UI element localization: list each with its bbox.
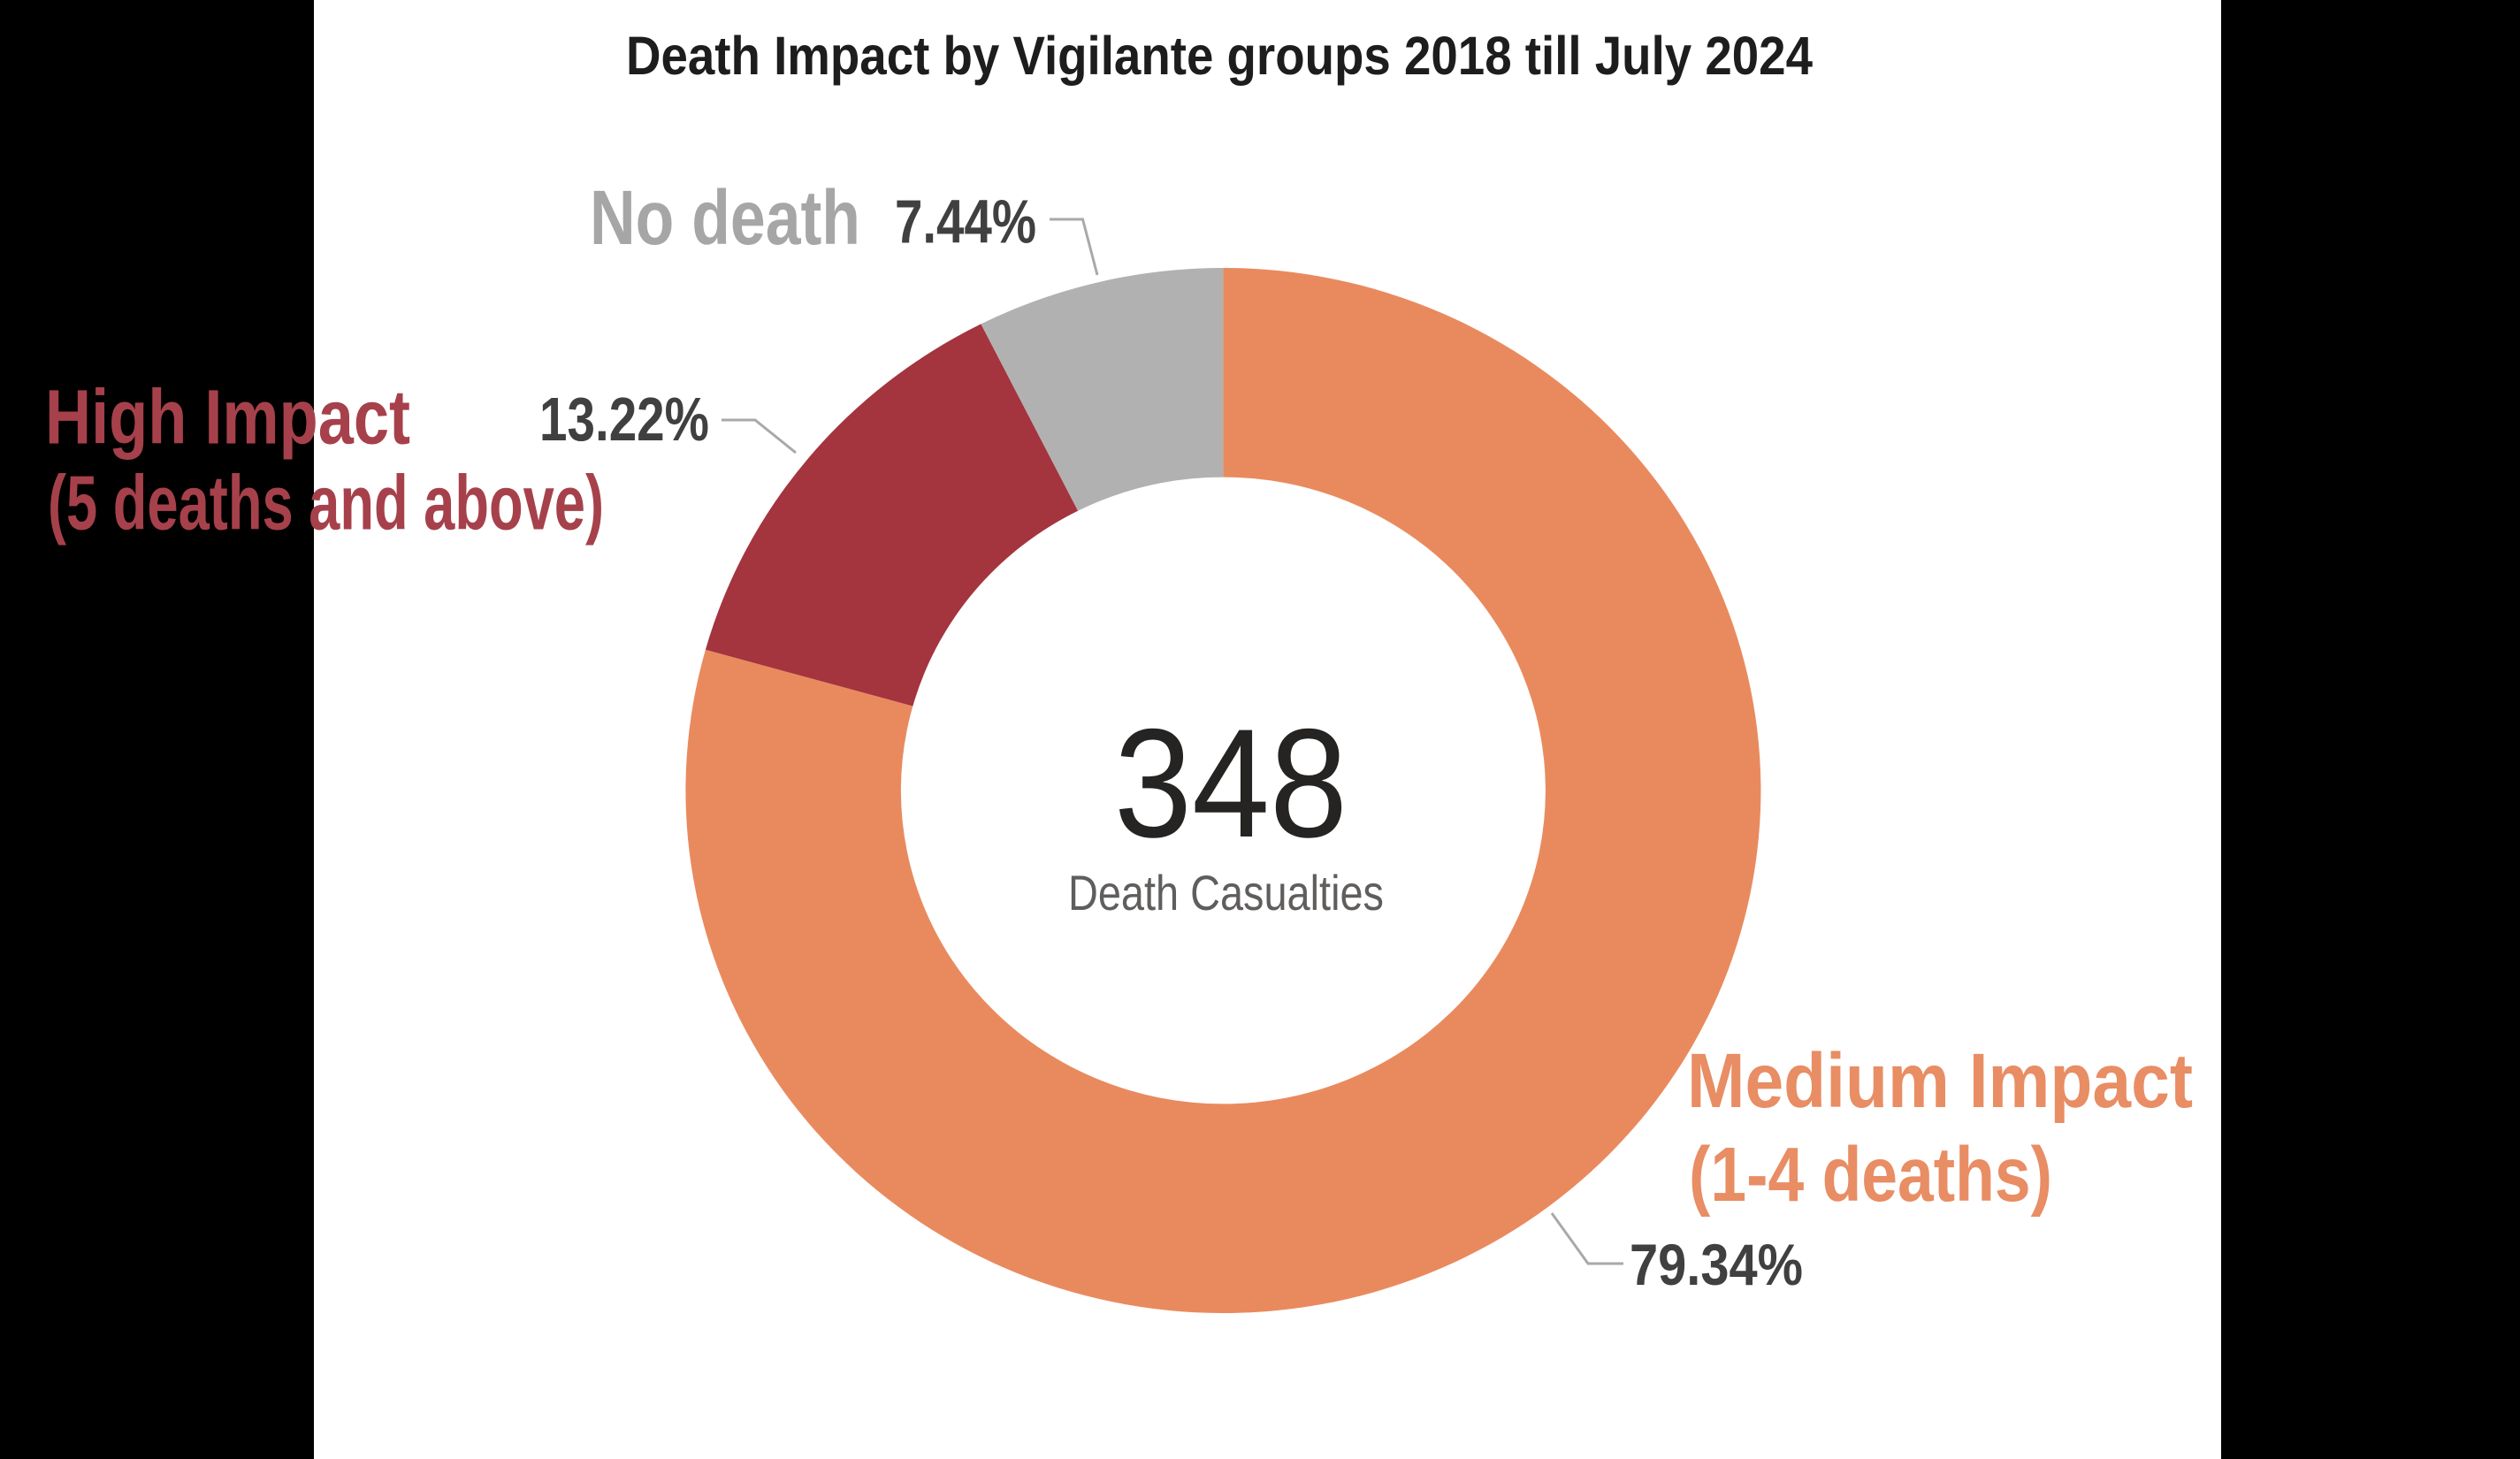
svg-text:13.22%: 13.22% <box>539 385 709 454</box>
svg-text:Death Impact by Vigilante grou: Death Impact by Vigilante groups 2018 ti… <box>626 26 1813 86</box>
svg-text:No death: No death <box>590 175 860 261</box>
svg-text:Death Casualties: Death Casualties <box>1068 865 1384 920</box>
svg-text:348: 348 <box>1114 698 1348 870</box>
svg-text:(1-4 deaths): (1-4 deaths) <box>1689 1132 2052 1218</box>
svg-text:79.34%: 79.34% <box>1630 1232 1803 1297</box>
svg-text:Medium Impact: Medium Impact <box>1687 1038 2193 1124</box>
svg-text:7.44%: 7.44% <box>895 187 1036 256</box>
svg-text:High Impact: High Impact <box>45 375 410 461</box>
svg-text:(5 deaths and above): (5 deaths and above) <box>48 461 604 546</box>
